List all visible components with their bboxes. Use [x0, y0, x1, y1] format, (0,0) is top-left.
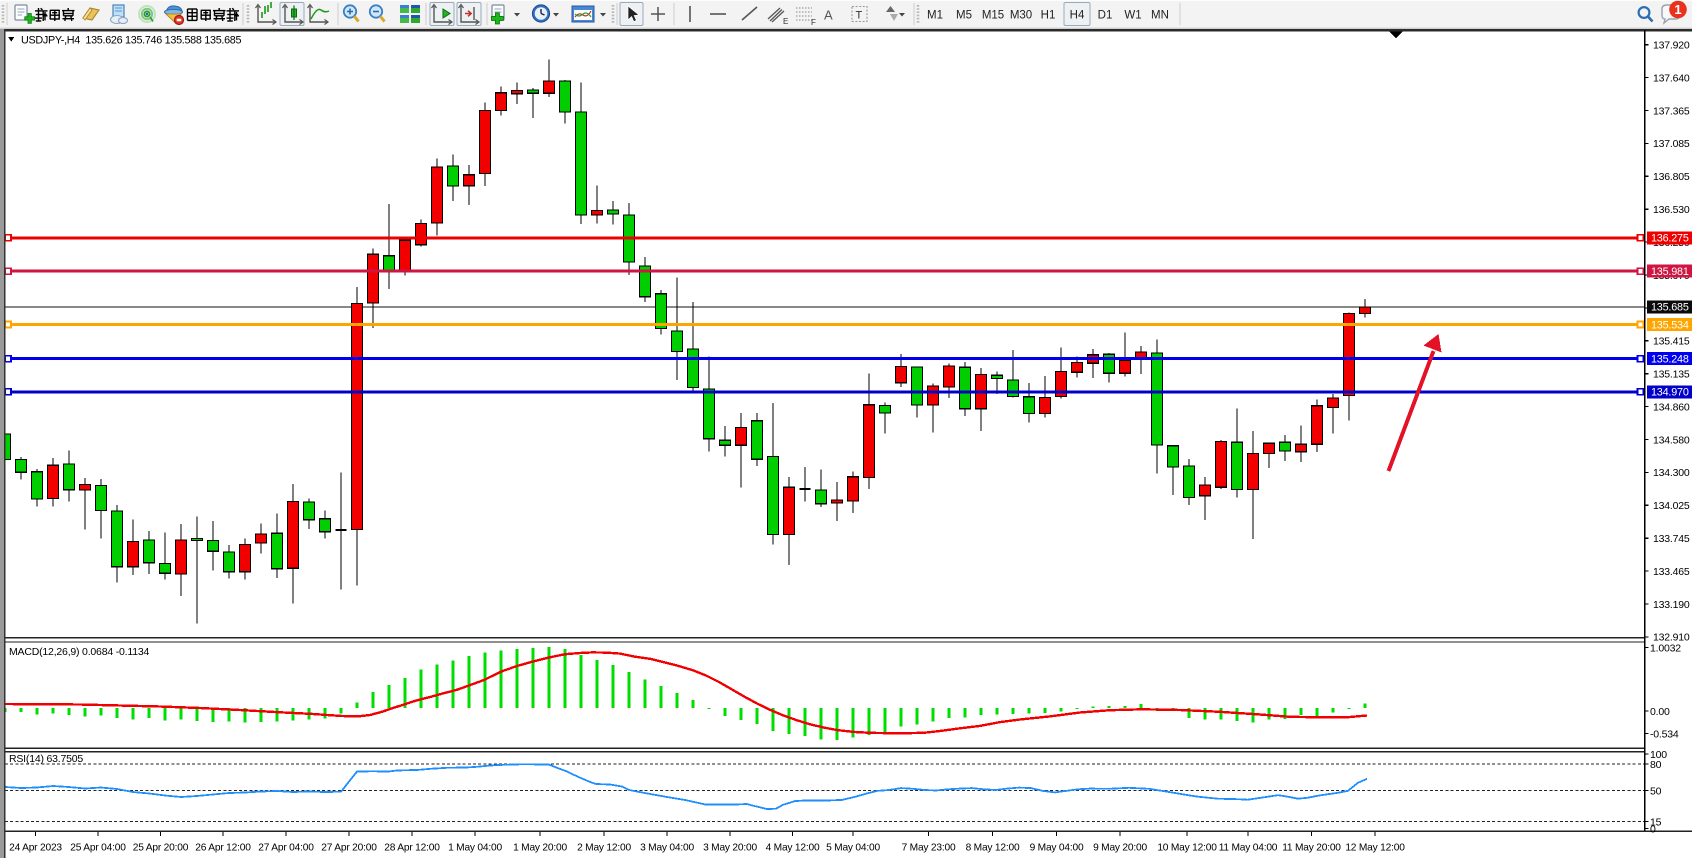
svg-text:9 May 20:00: 9 May 20:00	[1093, 843, 1147, 854]
svg-text:3 May 04:00: 3 May 04:00	[640, 843, 694, 854]
svg-text:M30: M30	[1010, 10, 1032, 22]
svg-text:134.025: 134.025	[1653, 500, 1690, 512]
svg-text:135.248: 135.248	[1651, 353, 1689, 365]
svg-text:RSI(14) 63.7505: RSI(14) 63.7505	[9, 753, 83, 765]
svg-text:134.860: 134.860	[1653, 401, 1690, 413]
svg-text:26 Apr 12:00: 26 Apr 12:00	[195, 843, 251, 854]
svg-text:15: 15	[1650, 816, 1662, 828]
svg-text:2 May 12:00: 2 May 12:00	[577, 843, 631, 854]
svg-text:MACD(12,26,9) 0.0684 -0.1134: MACD(12,26,9) 0.0684 -0.1134	[9, 646, 149, 658]
svg-text:H1: H1	[1041, 10, 1056, 22]
svg-text:134.300: 134.300	[1653, 467, 1690, 479]
svg-text:9 May 04:00: 9 May 04:00	[1030, 843, 1084, 854]
svg-text:10 May 12:00: 10 May 12:00	[1157, 843, 1217, 854]
svg-text:5 May 04:00: 5 May 04:00	[826, 843, 880, 854]
svg-text:-0.534: -0.534	[1650, 728, 1679, 740]
svg-text:136.275: 136.275	[1651, 233, 1689, 245]
svg-text:24 Apr 2023: 24 Apr 2023	[9, 843, 62, 854]
svg-text:137.640: 137.640	[1653, 72, 1690, 84]
svg-text:8 May 12:00: 8 May 12:00	[966, 843, 1020, 854]
svg-text:D1: D1	[1098, 10, 1113, 22]
svg-text:80: 80	[1650, 759, 1662, 771]
svg-text:27 Apr 04:00: 27 Apr 04:00	[258, 843, 314, 854]
svg-text:137.085: 137.085	[1653, 138, 1690, 150]
svg-text:50: 50	[1650, 785, 1662, 797]
svg-text:M1: M1	[927, 10, 943, 22]
svg-text:A: A	[824, 8, 833, 23]
svg-text:MN: MN	[1151, 10, 1169, 22]
svg-text:1: 1	[1674, 2, 1681, 17]
svg-text:7 May 23:00: 7 May 23:00	[902, 843, 956, 854]
svg-text:135.135: 135.135	[1653, 369, 1690, 381]
svg-text:11 May 20:00: 11 May 20:00	[1282, 843, 1341, 854]
svg-text:F: F	[811, 18, 816, 27]
svg-text:135.534: 135.534	[1651, 319, 1689, 331]
svg-text:134.970: 134.970	[1651, 387, 1689, 399]
svg-text:133.465: 133.465	[1653, 566, 1690, 578]
svg-text:0: 0	[1650, 823, 1656, 835]
svg-text:1 May 20:00: 1 May 20:00	[513, 843, 567, 854]
svg-text:4 May 12:00: 4 May 12:00	[766, 843, 820, 854]
svg-text:135.981: 135.981	[1651, 266, 1689, 278]
svg-text:M15: M15	[982, 10, 1004, 22]
svg-text:28 Apr 12:00: 28 Apr 12:00	[384, 843, 440, 854]
svg-text:H4: H4	[1070, 10, 1085, 22]
svg-text:1.0032: 1.0032	[1650, 642, 1681, 654]
svg-text:134.580: 134.580	[1653, 434, 1690, 446]
svg-text:132.910: 132.910	[1653, 632, 1690, 644]
svg-text:M5: M5	[956, 10, 972, 22]
svg-text:27 Apr 20:00: 27 Apr 20:00	[321, 843, 377, 854]
svg-text:11 May 04:00: 11 May 04:00	[1219, 843, 1278, 854]
svg-text:135.685: 135.685	[1651, 302, 1689, 314]
svg-text:137.365: 137.365	[1653, 105, 1690, 117]
svg-text:USDJPY-,H4 135.626 135.746 13: USDJPY-,H4 135.626 135.746 135.588 135.6…	[21, 35, 242, 47]
svg-text:133.190: 133.190	[1653, 599, 1690, 611]
svg-text:12 May 12:00: 12 May 12:00	[1345, 843, 1405, 854]
svg-text:3 May 20:00: 3 May 20:00	[703, 843, 757, 854]
svg-text:1 May 04:00: 1 May 04:00	[448, 843, 502, 854]
svg-text:133.745: 133.745	[1653, 533, 1690, 545]
svg-text:E: E	[783, 17, 788, 26]
svg-text:136.530: 136.530	[1653, 204, 1690, 216]
svg-text:T: T	[856, 10, 863, 22]
svg-text:100: 100	[1650, 749, 1667, 761]
svg-text:137.920: 137.920	[1653, 40, 1690, 52]
svg-text:25 Apr 04:00: 25 Apr 04:00	[70, 843, 126, 854]
svg-text:0.00: 0.00	[1650, 706, 1670, 718]
svg-text:25 Apr 20:00: 25 Apr 20:00	[133, 843, 189, 854]
svg-text:136.805: 136.805	[1653, 171, 1690, 183]
svg-text:W1: W1	[1124, 10, 1141, 22]
svg-text:135.415: 135.415	[1653, 336, 1690, 348]
